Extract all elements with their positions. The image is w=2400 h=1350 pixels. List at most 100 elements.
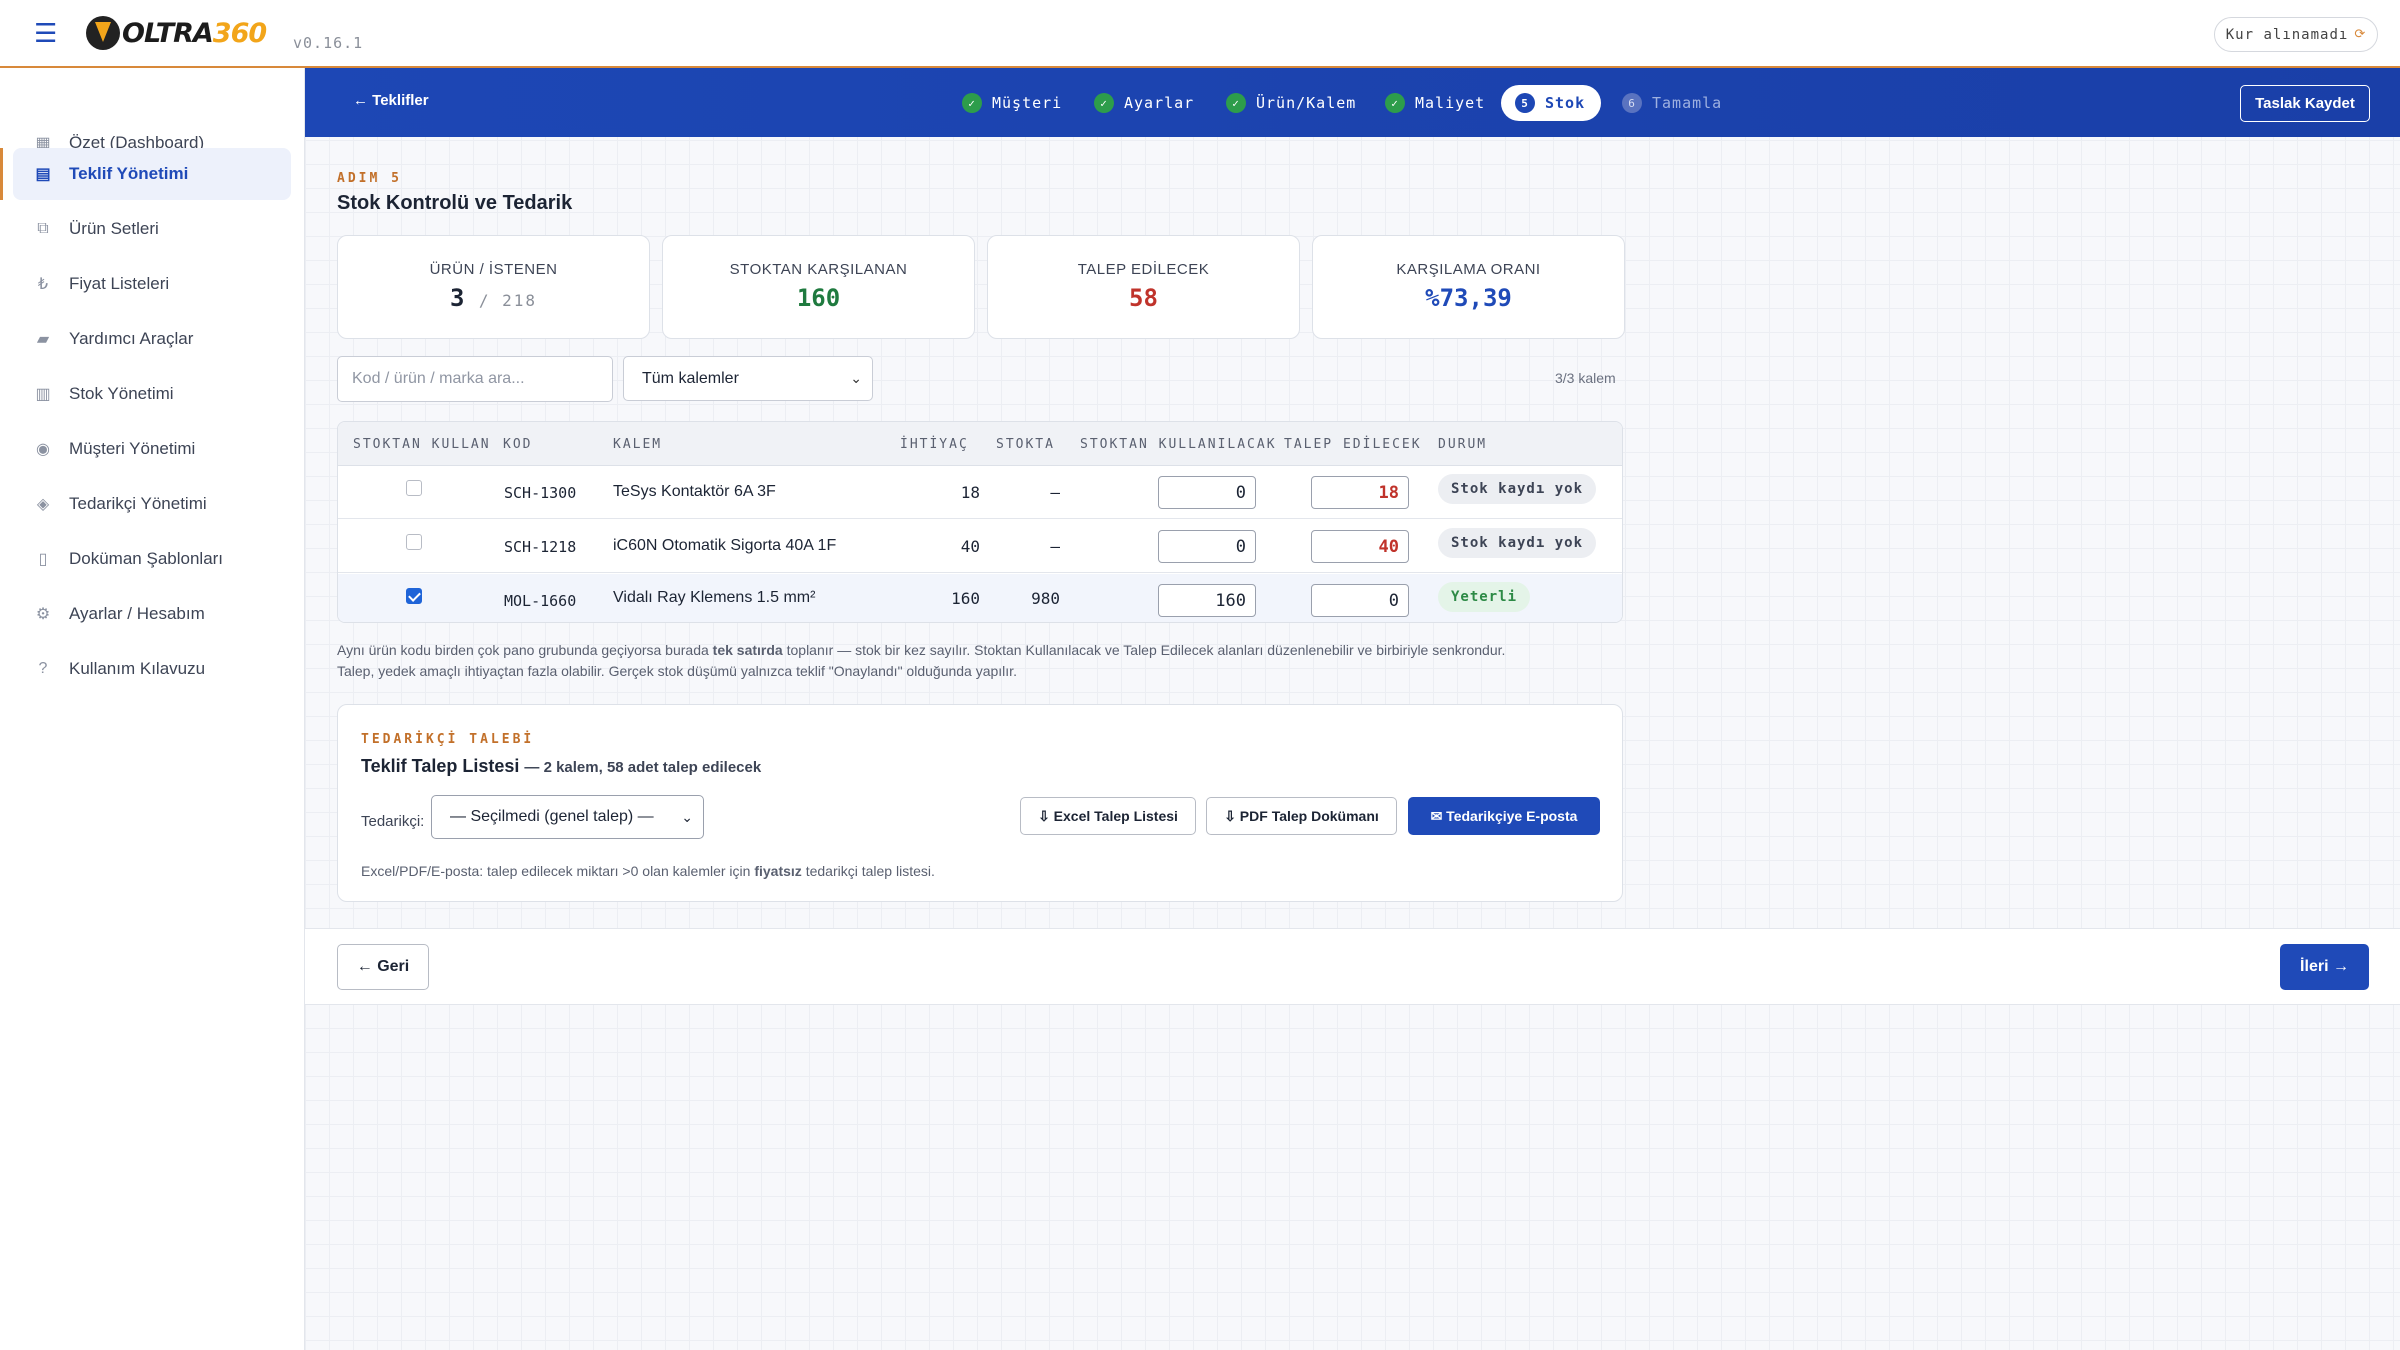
step-settings[interactable]: ✓ Ayarlar xyxy=(1094,85,1194,121)
need-qty: 18 xyxy=(960,483,980,502)
step-label: Ayarlar xyxy=(1124,94,1195,112)
logo-number: 360 xyxy=(212,17,267,49)
panel-footer-note: Excel/PDF/E-posta: talep edilecek miktar… xyxy=(361,863,935,879)
excel-request-button[interactable]: ⇩ Excel Talep Listesi xyxy=(1020,797,1196,835)
sidebar-item-tools[interactable]: ▰ Yardımcı Araçlar xyxy=(13,313,291,365)
back-to-quotes-link[interactable]: ← Teklifler xyxy=(353,92,429,109)
sidebar-item-quotes[interactable]: ▤ Teklif Yönetimi xyxy=(0,148,291,200)
supplier-selected-value: — Seçilmedi (genel talep) — xyxy=(450,808,654,825)
stat-label: KARŞILAMA ORANI xyxy=(1396,261,1541,278)
column-header: STOKTA xyxy=(996,437,1055,452)
step-complete[interactable]: 6 Tamamla xyxy=(1622,85,1722,121)
supplier-label: Tedarikçi: xyxy=(361,813,425,830)
note-text: Aynı ürün kodu birden çok pano grubunda … xyxy=(337,642,713,658)
check-icon: ✓ xyxy=(1385,93,1405,113)
pdf-request-button[interactable]: ⇩ PDF Talep Dokümanı xyxy=(1206,797,1397,835)
step-products[interactable]: ✓ Ürün/Kalem xyxy=(1226,85,1356,121)
sidebar-item-price-lists[interactable]: ₺ Fiyat Listeleri xyxy=(13,258,291,310)
need-qty: 40 xyxy=(960,537,980,556)
step-eyebrow: ADIM 5 xyxy=(337,171,402,186)
page-title: Stok Kontrolü ve Tedarik xyxy=(337,192,573,214)
stat-card-to-request: TALEP EDİLECEK 58 xyxy=(987,235,1300,339)
logo-text: OLTRA xyxy=(122,17,214,49)
sidebar-item-label: Tedarikçi Yönetimi xyxy=(69,494,207,513)
supplier-select[interactable]: — Seçilmedi (genel talep) — ⌄ xyxy=(431,795,704,839)
step-stock[interactable]: 5 Stok xyxy=(1501,85,1602,121)
filter-selected-value: Tüm kalemler xyxy=(642,369,739,387)
request-qty-input[interactable]: 40 xyxy=(1311,530,1409,563)
sidebar-item-suppliers[interactable]: ◈ Tedarikçi Yönetimi xyxy=(13,478,291,530)
sidebar-item-customers[interactable]: ◉ Müşteri Yönetimi xyxy=(13,423,291,475)
sidebar-item-doc-templates[interactable]: ▯ Doküman Şablonları xyxy=(13,533,291,585)
note-text: Talep, yedek amaçlı ihtiyaçtan fazla ola… xyxy=(337,663,1017,679)
panel-subtitle: — 2 kalem, 58 adet talep edilecek xyxy=(524,759,762,776)
stat-value: %73,39 xyxy=(1425,284,1512,312)
sidebar-item-product-sets[interactable]: ⧉ Ürün Setleri xyxy=(13,203,291,255)
request-qty-input[interactable]: 18 xyxy=(1311,476,1409,509)
step-label: Stok xyxy=(1545,94,1586,112)
use-stock-checkbox[interactable] xyxy=(406,588,422,604)
column-header: STOKTAN KULLANILACAK xyxy=(1080,437,1277,452)
sidebar-item-label: Doküman Şablonları xyxy=(69,549,224,568)
dashboard-icon: ▦ xyxy=(35,135,51,152)
panel-title-text: Teklif Talep Listesi xyxy=(361,756,520,776)
hamburger-menu-icon[interactable]: ☰ xyxy=(34,18,58,48)
product-sets-icon: ⧉ xyxy=(37,220,49,237)
column-header: İHTİYAÇ xyxy=(900,437,969,452)
sidebar-item-stock[interactable]: ▥ Stok Yönetimi xyxy=(13,368,291,420)
step-customer[interactable]: ✓ Müşteri xyxy=(962,85,1062,121)
status-badge: Stok kaydı yok xyxy=(1438,528,1597,558)
table-row: SCH-1218 iC60N Otomatik Sigorta 40A 1F 4… xyxy=(338,520,1622,573)
use-from-stock-input[interactable]: 0 xyxy=(1158,476,1256,509)
use-from-stock-input[interactable]: 0 xyxy=(1158,530,1256,563)
stat-label: ÜRÜN / İSTENEN xyxy=(429,261,558,278)
next-button[interactable]: İleri → xyxy=(2280,944,2369,990)
stat-value: 160 xyxy=(796,284,841,312)
use-from-stock-input[interactable]: 160 xyxy=(1158,584,1256,617)
step-cost[interactable]: ✓ Maliyet xyxy=(1385,85,1485,121)
sidebar-item-label: Ayarlar / Hesabım xyxy=(69,604,205,623)
stat-products-total: / 218 xyxy=(478,291,538,310)
item-code: MOL-1660 xyxy=(504,592,577,610)
email-supplier-button[interactable]: ✉ Tedarikçiye E-posta xyxy=(1408,797,1600,835)
panel-footer-bold: fiyatsız xyxy=(754,863,802,879)
sidebar: ▦ Özet (Dashboard) ▤ Teklif Yönetimi ⧉ Ürün… xyxy=(0,68,305,1350)
sidebar-item-label: Ürün Setleri xyxy=(69,219,159,238)
use-stock-checkbox[interactable] xyxy=(406,480,422,496)
sidebar-item-label: Teklif Yönetimi xyxy=(69,164,189,183)
table-header: STOKTAN KULLAN KOD KALEM İHTİYAÇ STOKTA … xyxy=(338,422,1622,466)
stat-value: 3 / 218 xyxy=(338,284,649,312)
stat-label: TALEP EDİLECEK xyxy=(1077,261,1210,278)
sidebar-item-label: Özet (Dashboard) xyxy=(69,133,205,152)
refresh-icon: ⟳ xyxy=(2354,27,2367,42)
save-draft-button[interactable]: Taslak Kaydet xyxy=(2240,85,2370,122)
sidebar-item-label: Müşteri Yönetimi xyxy=(69,439,196,458)
logo-mark-icon xyxy=(86,16,120,50)
wizard-step-bar: ← Teklifler ✓ Müşteri ✓ Ayarlar ✓ Ürün/Kale… xyxy=(305,68,2400,137)
sidebar-item-label: Kullanım Kılavuzu xyxy=(69,659,206,678)
item-filter-select[interactable]: Tüm kalemler ⌄ xyxy=(623,356,873,401)
customer-icon: ◉ xyxy=(36,441,50,458)
sidebar-item-settings[interactable]: ⚙ Ayarlar / Hesabım xyxy=(13,588,291,640)
sidebar-item-dashboard[interactable]: ▦ Özet (Dashboard) xyxy=(13,117,291,169)
gear-icon: ⚙ xyxy=(35,606,51,623)
stat-card-products: ÜRÜN / İSTENEN 3 / 218 xyxy=(337,235,650,339)
column-header: KALEM xyxy=(613,437,663,452)
sidebar-item-guide[interactable]: ? Kullanım Kılavuzu xyxy=(13,643,291,695)
back-button[interactable]: ← Geri xyxy=(337,944,429,990)
stat-label: STOKTAN KARŞILANAN xyxy=(729,261,908,278)
supplier-request-panel: TEDARİKÇİ TALEBİ Teklif Talep Listesi — … xyxy=(337,704,1623,902)
item-name: TeSys Kontaktör 6A 3F xyxy=(613,483,776,500)
app-logo[interactable]: OLTRA 360 xyxy=(86,16,267,50)
use-stock-checkbox[interactable] xyxy=(406,534,422,550)
quotes-icon: ▤ xyxy=(35,166,51,183)
main-content: ← Teklifler ✓ Müşteri ✓ Ayarlar ✓ Ürün/Kale… xyxy=(305,68,2400,1350)
status-badge: Yeterli xyxy=(1438,582,1531,612)
request-qty-input[interactable]: 0 xyxy=(1311,584,1409,617)
currency-status-button[interactable]: Kur alınamadı ⟳ xyxy=(2214,17,2378,52)
item-name: Vidalı Ray Klemens 1.5 mm² xyxy=(613,589,816,606)
stat-card-ratio: KARŞILAMA ORANI %73,39 xyxy=(1312,235,1625,339)
search-input[interactable] xyxy=(337,356,613,402)
stock-qty: — xyxy=(1050,483,1060,502)
supplier-icon: ◈ xyxy=(36,496,50,513)
